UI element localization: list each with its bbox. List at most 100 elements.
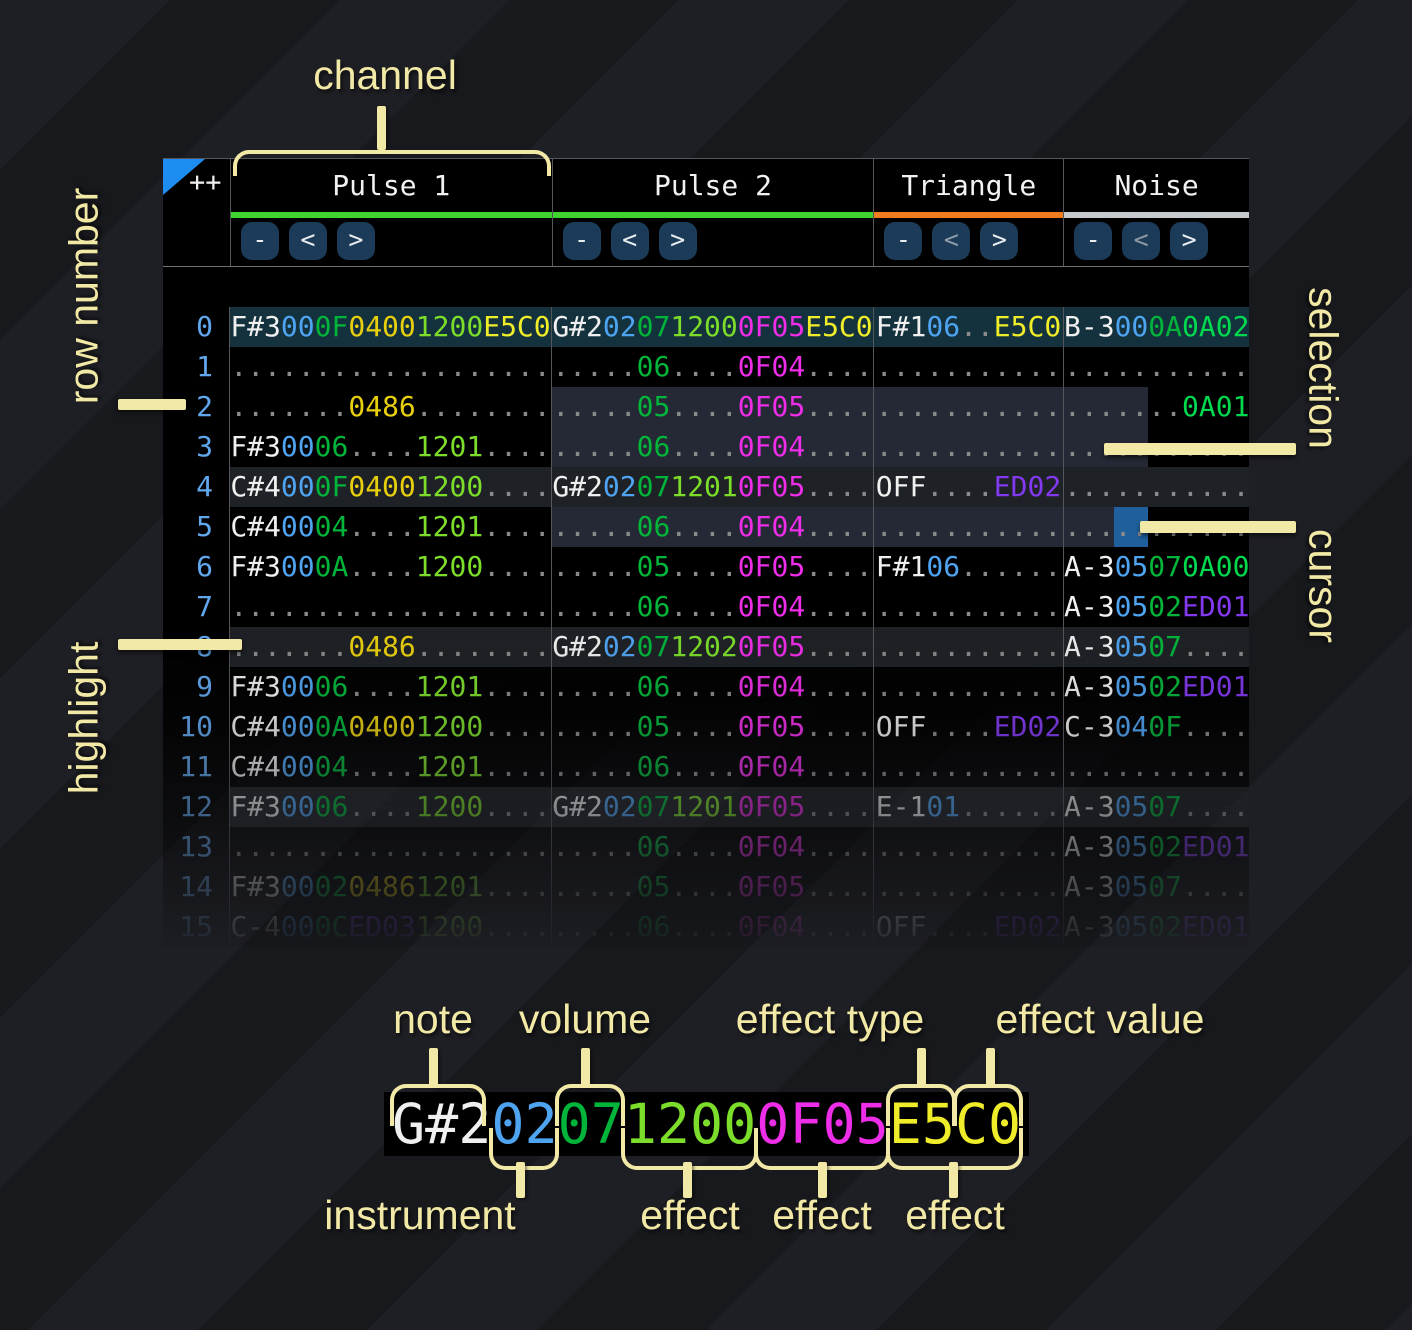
channel-header-noise[interactable]: Noise - < > <box>1064 159 1249 266</box>
pattern-cell[interactable]: C#40004....1201.... <box>230 507 552 547</box>
pattern-cell[interactable]: F#30006....1201.... <box>230 427 552 467</box>
pattern-cell[interactable]: E-101...... <box>874 787 1064 827</box>
pattern-cell[interactable]: C-4000CED031200.... <box>230 907 552 947</box>
pattern-cell[interactable]: .....05....0F05.... <box>552 867 874 907</box>
pattern-cell[interactable]: ........... <box>874 827 1064 867</box>
cell-segment: 0A <box>314 550 349 583</box>
pattern-cell[interactable]: C#4000A04001200.... <box>230 707 552 747</box>
pattern-cell[interactable]: G#2020712010F05.... <box>552 787 874 827</box>
cell-segment: 02 <box>602 310 637 343</box>
channel-header-pulse-2[interactable]: Pulse 2 - < > <box>552 159 875 266</box>
corner-expand-button[interactable]: ++ <box>189 167 222 198</box>
pattern-cell[interactable]: ........... <box>874 507 1064 547</box>
pattern-cell[interactable]: F#106..E5C0 <box>874 307 1064 347</box>
pattern-cell[interactable]: .....05....0F05.... <box>552 707 874 747</box>
cell-segment: 06 <box>636 590 671 623</box>
remove-effect-column-button[interactable]: < <box>288 222 327 260</box>
cell-segment: .... <box>483 870 551 903</box>
pattern-cell[interactable]: .....06....0F04.... <box>552 667 874 707</box>
remove-effect-column-button[interactable]: < <box>932 222 971 260</box>
add-effect-column-button[interactable]: > <box>336 222 375 260</box>
pattern-cell[interactable]: .....06....0F04.... <box>552 347 874 387</box>
pattern-cell[interactable]: A-30502ED01 <box>1064 587 1249 627</box>
pattern-cell[interactable]: G#2020712000F05E5C0 <box>552 307 874 347</box>
pattern-cell[interactable]: A-30507.... <box>1064 787 1249 827</box>
cell-segment: 06 <box>636 830 671 863</box>
pattern-cell[interactable]: ........... <box>874 587 1064 627</box>
pattern-cell[interactable]: A-305070A00 <box>1064 547 1249 587</box>
cell-segment: 02 <box>491 1092 558 1156</box>
pattern-cell[interactable]: F#30006....1201.... <box>230 667 552 707</box>
pattern-cell[interactable]: F#3000A....1200.... <box>230 547 552 587</box>
collapse-channel-button[interactable]: - <box>884 222 923 260</box>
pattern-cell[interactable]: .......0486........ <box>230 387 552 427</box>
cell-segment: ..... <box>552 750 637 783</box>
pattern-cell[interactable]: A-30507.... <box>1064 867 1249 907</box>
pattern-cell[interactable]: ........... <box>874 387 1064 427</box>
channel-header-pulse-1[interactable]: Pulse 1 - < > <box>230 159 553 266</box>
pattern-cell[interactable]: .....06....0F04.... <box>552 827 874 867</box>
cell-segment: 05 <box>1114 910 1149 943</box>
pattern-cell[interactable]: OFF....ED02 <box>874 707 1064 747</box>
pattern-row-7: 7................... .....06....0F04.....… <box>163 587 1249 627</box>
pattern-cell[interactable]: B-3000A0A02 <box>1064 307 1249 347</box>
pattern-cell[interactable]: OFF....ED02 <box>874 467 1064 507</box>
pattern-cell[interactable]: C-3040F.... <box>1064 707 1249 747</box>
remove-effect-column-button[interactable]: < <box>610 222 649 260</box>
pattern-cell[interactable]: ........... <box>874 747 1064 787</box>
pattern-cell[interactable]: .....06....0F04.... <box>552 507 874 547</box>
pattern-cell[interactable]: ........... <box>1064 347 1249 387</box>
pattern-cell[interactable]: .....05....0F05.... <box>552 547 874 587</box>
pattern-cell[interactable]: G#2020712020F05.... <box>552 627 874 667</box>
channel-name[interactable]: Pulse 1 <box>332 169 451 202</box>
cell-segment: ..... <box>552 590 637 623</box>
add-effect-column-button[interactable]: > <box>980 222 1019 260</box>
pattern-cell[interactable]: ........... <box>874 427 1064 467</box>
pattern-cell[interactable]: .......0486........ <box>230 627 552 667</box>
pattern-cell[interactable]: A-30502ED01 <box>1064 827 1249 867</box>
pattern-cell[interactable]: OFF....ED02 <box>874 907 1064 947</box>
pattern-cell[interactable]: F#30006....1200.... <box>230 787 552 827</box>
pattern-cell[interactable]: .....06....0F04.... <box>552 747 874 787</box>
channel-header-triangle[interactable]: Triangle - < > <box>874 159 1065 266</box>
pattern-cell[interactable]: ........... <box>1064 467 1249 507</box>
remove-effect-column-button[interactable]: < <box>1122 222 1161 260</box>
pattern-cell[interactable]: .....06....0F04.... <box>552 427 874 467</box>
pattern-cell[interactable]: ........... <box>874 867 1064 907</box>
pattern-cell[interactable]: .....05....0F05.... <box>552 387 874 427</box>
pattern-cell[interactable]: ................... <box>230 347 552 387</box>
pattern-cell[interactable]: F#106...... <box>874 547 1064 587</box>
pattern-row-13: 13................... .....06....0F04....… <box>163 827 1249 867</box>
pattern-cell[interactable]: ................... <box>230 587 552 627</box>
pattern-cell[interactable]: ........... <box>874 347 1064 387</box>
channel-name[interactable]: Pulse 2 <box>653 169 772 202</box>
pattern-cell[interactable]: A-30507.... <box>1064 627 1249 667</box>
annotation-note-label: note <box>393 996 473 1042</box>
pattern-cell[interactable]: .......0A01 <box>1064 387 1249 427</box>
pattern-cell[interactable]: G#2020712010F05.... <box>552 467 874 507</box>
pattern-cell[interactable]: F#3000F04001200E5C0 <box>230 307 552 347</box>
channel-header-bar: ++ Pulse 1- < > Pulse 2- < > Triangle - < > Noise -… <box>163 158 1249 267</box>
pattern-cell[interactable]: F#3000204861201.... <box>230 867 552 907</box>
channel-name[interactable]: Noise <box>1114 169 1199 202</box>
pattern-cell[interactable]: ................... <box>230 827 552 867</box>
pattern-cell[interactable]: A-30502ED01 <box>1064 667 1249 707</box>
pattern-cell[interactable]: C#40004....1201.... <box>230 747 552 787</box>
cell-segment: .... <box>805 430 873 463</box>
pattern-cell[interactable]: .....06....0F04.... <box>552 907 874 947</box>
collapse-channel-button[interactable]: - <box>562 222 601 260</box>
cell-segment: 04 <box>1114 710 1149 743</box>
collapse-channel-button[interactable]: - <box>1074 222 1113 260</box>
pattern-cell[interactable]: C#4000F04001200.... <box>230 467 552 507</box>
pattern-cell[interactable]: ........... <box>874 667 1064 707</box>
add-effect-column-button[interactable]: > <box>1170 222 1209 260</box>
cell-segment: .... <box>483 430 551 463</box>
cell-segment: G#2 <box>552 310 603 343</box>
pattern-cell[interactable]: A-30502ED01 <box>1064 907 1249 947</box>
pattern-cell[interactable]: ........... <box>1064 747 1249 787</box>
channel-name[interactable]: Triangle <box>901 169 1037 202</box>
pattern-cell[interactable]: .....06....0F04.... <box>552 587 874 627</box>
add-effect-column-button[interactable]: > <box>658 222 697 260</box>
pattern-cell[interactable]: ........... <box>874 627 1064 667</box>
collapse-channel-button[interactable]: - <box>240 222 279 260</box>
